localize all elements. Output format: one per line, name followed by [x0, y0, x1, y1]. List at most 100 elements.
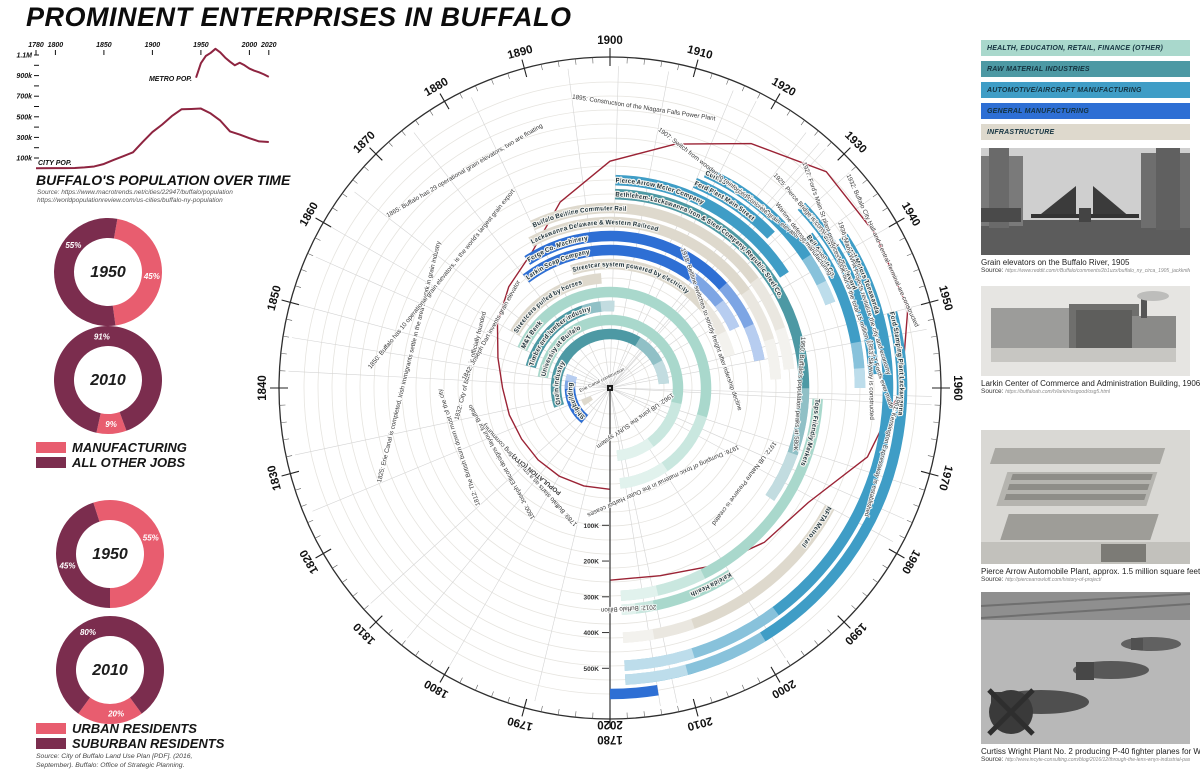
suburban-swatch [36, 738, 66, 749]
year-ring-label: 1900 [597, 35, 623, 47]
enterprise-arc [524, 230, 765, 362]
enterprise-arc [621, 569, 734, 615]
photo-card-larkin-building: Larkin Center of Commerce and Administra… [981, 286, 1200, 395]
timeline-annotation: 1953: Skyway is constructed [867, 340, 875, 420]
larkin-building-photo [981, 286, 1190, 376]
year-ring-label: 2010 [686, 714, 714, 732]
legend-label: URBAN RESIDENTS [72, 721, 197, 736]
donut-residents-1950: 55% 45% 1950 [55, 500, 164, 608]
photo-card-grain-elevators: Grain elevators on the Buffalo River, 19… [981, 148, 1190, 274]
source-link[interactable]: https://buffaloah.com/h/larkin/osgood/os… [1005, 389, 1111, 395]
svg-text:100k: 100k [16, 156, 33, 163]
enterprise-arc [620, 398, 823, 601]
svg-text:400K: 400K [583, 630, 599, 637]
photo-caption: Pierce Arrow Automobile Plant, approx. 1… [981, 567, 1200, 576]
svg-text:2020: 2020 [260, 42, 277, 49]
legend-label: SUBURBAN RESIDENTS [72, 736, 225, 751]
source-label: Source: [981, 388, 1004, 395]
timeline-annotation: 1976: Dumping of toxic material in the O… [586, 443, 740, 518]
photo-caption: Grain elevators on the Buffalo River, 19… [981, 258, 1130, 267]
source-label: Source: [981, 267, 1004, 274]
svg-text:45%: 45% [58, 561, 75, 570]
enterprise-arc [615, 174, 789, 278]
enterprise-arc [537, 314, 684, 461]
enterprise-arc [528, 216, 782, 380]
svg-text:55%: 55% [65, 241, 81, 250]
other-jobs-swatch [36, 457, 66, 468]
donut-residents-2010: 20% 80% 2010 [56, 616, 164, 724]
legend-row-manufacturing: MANUFACTURING [36, 440, 187, 455]
legend-item-infrastructure: INFRASTRUCTURE [981, 124, 1190, 140]
svg-text:80%: 80% [80, 628, 96, 637]
svg-text:91%: 91% [94, 332, 110, 341]
enterprise-arc [703, 167, 836, 306]
manufacturing-swatch [36, 442, 66, 453]
residents-source: Source: City of Buffalo Land Use Plan [P… [36, 753, 193, 769]
svg-text:1800: 1800 [48, 42, 64, 49]
grain-elevators-photo [981, 148, 1190, 255]
legend-row-suburban: SUBURBAN RESIDENTS [36, 736, 224, 751]
year-ring-label: 1890 [506, 44, 534, 62]
source-label: Source: [981, 756, 1004, 763]
svg-text:1.1M: 1.1M [16, 53, 32, 60]
year-ring-label: 1880 [422, 76, 450, 99]
enterprise-arc [525, 300, 615, 369]
svg-text:300k: 300k [16, 135, 33, 142]
photo-card-pierce-arrow-plant: Pierce Arrow Automobile Plant, approx. 1… [981, 430, 1200, 583]
svg-text:1780: 1780 [28, 42, 44, 49]
page-title: PROMINENT ENTERPRISES IN BUFFALO [26, 2, 572, 32]
svg-text:1850: 1850 [96, 42, 112, 49]
enterprise-arc [570, 258, 735, 358]
year-ring-label: 1780 [597, 733, 623, 745]
year-ring-label: 1960 [951, 375, 963, 401]
source-link[interactable]: http://www.incyte-consulting.com/blog/20… [1005, 757, 1190, 763]
svg-text:1900: 1900 [145, 42, 161, 49]
legend-label: MANUFACTURING [72, 440, 187, 455]
donut-year-label: 1950 [92, 546, 128, 563]
enterprise-arc [622, 504, 835, 643]
metro-pop-label: METRO POP. [149, 76, 192, 83]
enterprise-arc [550, 328, 670, 408]
year-ring-label: 1950 [936, 284, 954, 312]
year-ring-label: 2020 [597, 718, 623, 730]
enterprise-arc [522, 244, 740, 331]
enterprise-arc [517, 286, 712, 489]
legend-label: ALL OTHER JOBS [72, 455, 186, 470]
svg-text:9%: 9% [105, 420, 117, 429]
year-ring-label: 1910 [686, 44, 714, 62]
city-population-spiral [496, 142, 909, 581]
svg-text:2000: 2000 [241, 42, 258, 49]
year-ring-label: 1800 [422, 677, 450, 700]
donut-jobs-2010: 9% 91% 2010 [53, 326, 162, 434]
pierce-arrow-plant-photo [981, 430, 1190, 564]
enterprise-arc [510, 273, 602, 336]
radial-timeline-chart: 1780179018001810182018301840185018601870… [257, 35, 963, 745]
source-link[interactable]: https://www.reddit.com/r/Buffalo/comment… [1005, 268, 1190, 274]
svg-text:55%: 55% [143, 534, 159, 543]
svg-text:1950: 1950 [193, 42, 209, 49]
legend-row-other-jobs: ALL OTHER JOBS [36, 455, 187, 470]
legend-item-raw-materials: RAW MATERIAL INDUSTRIES [981, 61, 1190, 77]
svg-text:700k: 700k [16, 94, 33, 101]
city-pop-label: CITY POP. [38, 160, 72, 167]
enterprise-arc [530, 202, 795, 370]
enterprise-arc [692, 178, 775, 239]
legend-item-general-mfg: GENERAL MANUFACTURING [981, 103, 1190, 119]
enterprise-arc [804, 232, 866, 389]
svg-text:20%: 20% [107, 710, 124, 719]
svg-text:500K: 500K [583, 666, 599, 673]
svg-text:45%: 45% [143, 272, 160, 281]
year-ring-label: 1860 [298, 200, 321, 228]
legend-item-other: HEALTH, EDUCATION, RETAIL, FINANCE (OTHE… [981, 40, 1190, 56]
jobs-legend: MANUFACTURING ALL OTHER JOBS [36, 440, 187, 470]
donut-slice [96, 411, 127, 434]
legend-row-urban: URBAN RESIDENTS [36, 721, 224, 736]
population-chart-source: https://worldpopulationreview.com/us-cit… [37, 197, 223, 204]
donut-slice [93, 500, 164, 608]
source-link[interactable]: http://piercearrowloft.com/history-of-pr… [1005, 577, 1102, 583]
enterprise-arc [797, 202, 879, 375]
source-label: Source: [981, 576, 1004, 583]
year-ring-label: 1920 [769, 76, 797, 99]
donut-slice [112, 218, 163, 326]
